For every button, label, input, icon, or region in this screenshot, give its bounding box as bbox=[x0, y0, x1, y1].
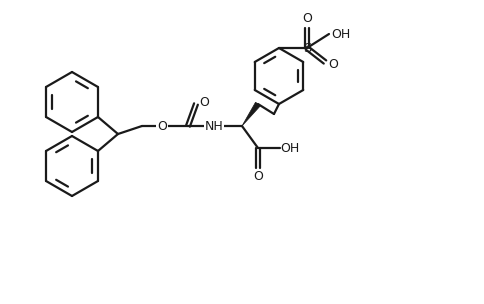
Text: O: O bbox=[302, 12, 312, 26]
Text: OH: OH bbox=[280, 141, 300, 154]
Text: O: O bbox=[253, 170, 263, 182]
Text: NH: NH bbox=[205, 119, 223, 133]
Text: OH: OH bbox=[332, 27, 350, 40]
Text: O: O bbox=[157, 119, 167, 133]
Polygon shape bbox=[242, 102, 260, 126]
Text: O: O bbox=[199, 95, 209, 109]
Text: O: O bbox=[328, 57, 338, 71]
Text: S: S bbox=[303, 42, 311, 54]
